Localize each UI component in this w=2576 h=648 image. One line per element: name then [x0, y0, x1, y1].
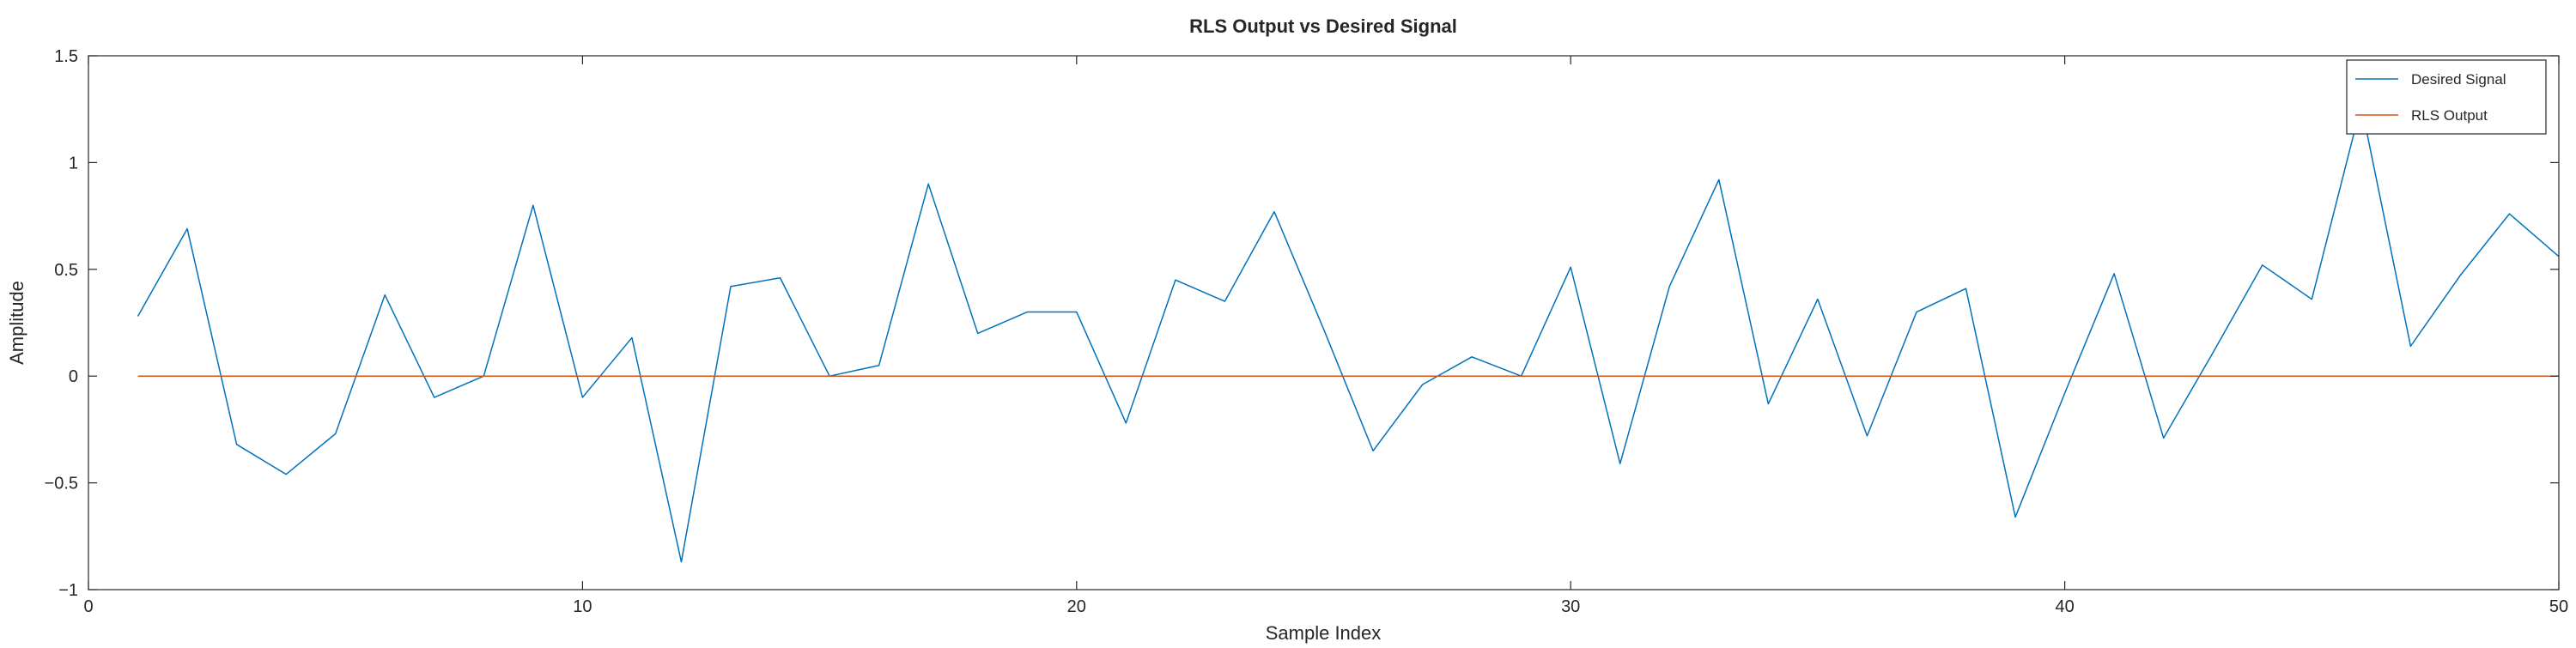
y-tick-label: −0.5	[45, 475, 78, 494]
x-tick-label: 30	[1561, 597, 1580, 616]
legend[interactable]: Desired Signal RLS Output	[2346, 59, 2547, 135]
x-tick-label: 10	[573, 597, 592, 616]
x-tick-label: 20	[1067, 597, 1086, 616]
plot-frame	[88, 55, 2560, 590]
x-axis-label: Sample Index	[1266, 622, 1382, 644]
series-layer	[137, 104, 2560, 563]
y-axis-label: Amplitude	[6, 281, 27, 365]
legend-label-rls-output: RLS Output	[2411, 107, 2488, 124]
y-tick-label: −1	[58, 581, 78, 600]
x-tick-label: 0	[83, 597, 93, 616]
y-tick-label: 1	[69, 154, 78, 173]
x-tick-label: 40	[2055, 597, 2074, 616]
y-tick-label: 1.5	[54, 47, 78, 66]
plot-background	[88, 56, 2559, 590]
chart-title: RLS Output vs Desired Signal	[1189, 15, 1457, 37]
y-tick-label: 0.5	[54, 261, 78, 280]
legend-label-desired-signal: Desired Signal	[2411, 71, 2506, 88]
y-tick-label: 0	[69, 367, 78, 386]
x-tick-label: 50	[2549, 597, 2568, 616]
legend-box	[2346, 59, 2547, 135]
series-line-desired-signal	[137, 104, 2560, 563]
